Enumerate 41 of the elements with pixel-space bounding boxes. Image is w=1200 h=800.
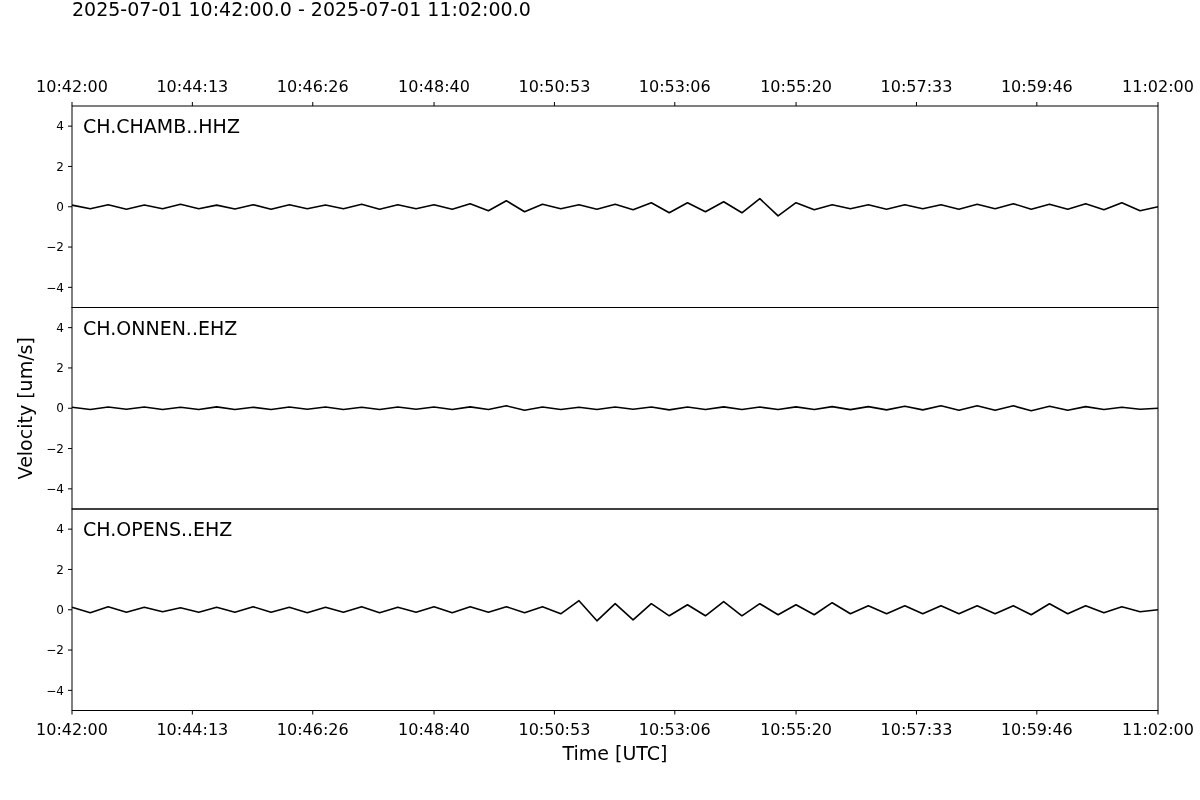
chart-title: 2025-07-01 10:42:00.0 - 2025-07-01 11:02:00.0 (72, 0, 531, 20)
y-tick-label: 4 (56, 119, 64, 134)
y-tick-label: 0 (56, 199, 64, 214)
y-tick-label: −4 (46, 280, 64, 295)
x2-tick-label: 10:59:46 (1000, 77, 1073, 96)
x-tick-label: 10:57:33 (880, 719, 953, 739)
x-tick-label: 10:42:00 (36, 719, 108, 739)
x2-tick-label: 10:53:06 (638, 77, 711, 96)
x2-tick-label: 10:46:26 (276, 77, 349, 96)
y-tick-label: 4 (56, 522, 64, 537)
x-axis-title: Time [UTC] (561, 741, 668, 764)
y-tick-label: −4 (46, 683, 64, 698)
x-tick-label: 10:59:46 (1000, 719, 1073, 739)
x2-tick-label: 10:57:33 (880, 77, 953, 96)
x-tick-label: 10:46:26 (276, 719, 349, 739)
y-tick-label: −2 (46, 643, 64, 658)
x2-tick-label: 11:02:00 (1122, 77, 1194, 96)
x-tick-label: 10:50:53 (518, 719, 591, 739)
x-tick-label: 10:55:20 (760, 719, 832, 739)
y-tick-label: 2 (56, 562, 64, 577)
x-tick-label: 10:44:13 (156, 719, 229, 739)
y-axis-title: Velocity [um/s] (14, 337, 36, 480)
x2-tick-label: 10:42:00 (36, 77, 108, 96)
text: CH.OPENS..EHZ (83, 518, 233, 540)
x2-tick-label: 10:44:13 (156, 77, 229, 96)
x2-tick-label: 10:50:53 (518, 77, 591, 96)
y-tick-label: −2 (46, 240, 64, 255)
y-tick-label: 0 (56, 401, 64, 416)
y-tick-label: 2 (56, 361, 64, 376)
text: CH.CHAMB..HHZ (83, 115, 240, 137)
x-tick-label: 10:48:40 (398, 719, 470, 739)
text: CH.ONNEN..EHZ (83, 316, 238, 339)
y-tick-label: −2 (46, 441, 64, 456)
x2-tick-label: 10:55:20 (760, 77, 832, 96)
y-tick-label: 4 (56, 320, 64, 335)
x-tick-label: 11:02:00 (1122, 719, 1194, 739)
x-tick-label: 10:53:06 (638, 719, 711, 739)
y-tick-label: 0 (56, 602, 64, 617)
x2-tick-label: 10:48:40 (398, 77, 470, 96)
y-tick-label: −4 (46, 482, 64, 497)
y-tick-label: 2 (56, 159, 64, 174)
